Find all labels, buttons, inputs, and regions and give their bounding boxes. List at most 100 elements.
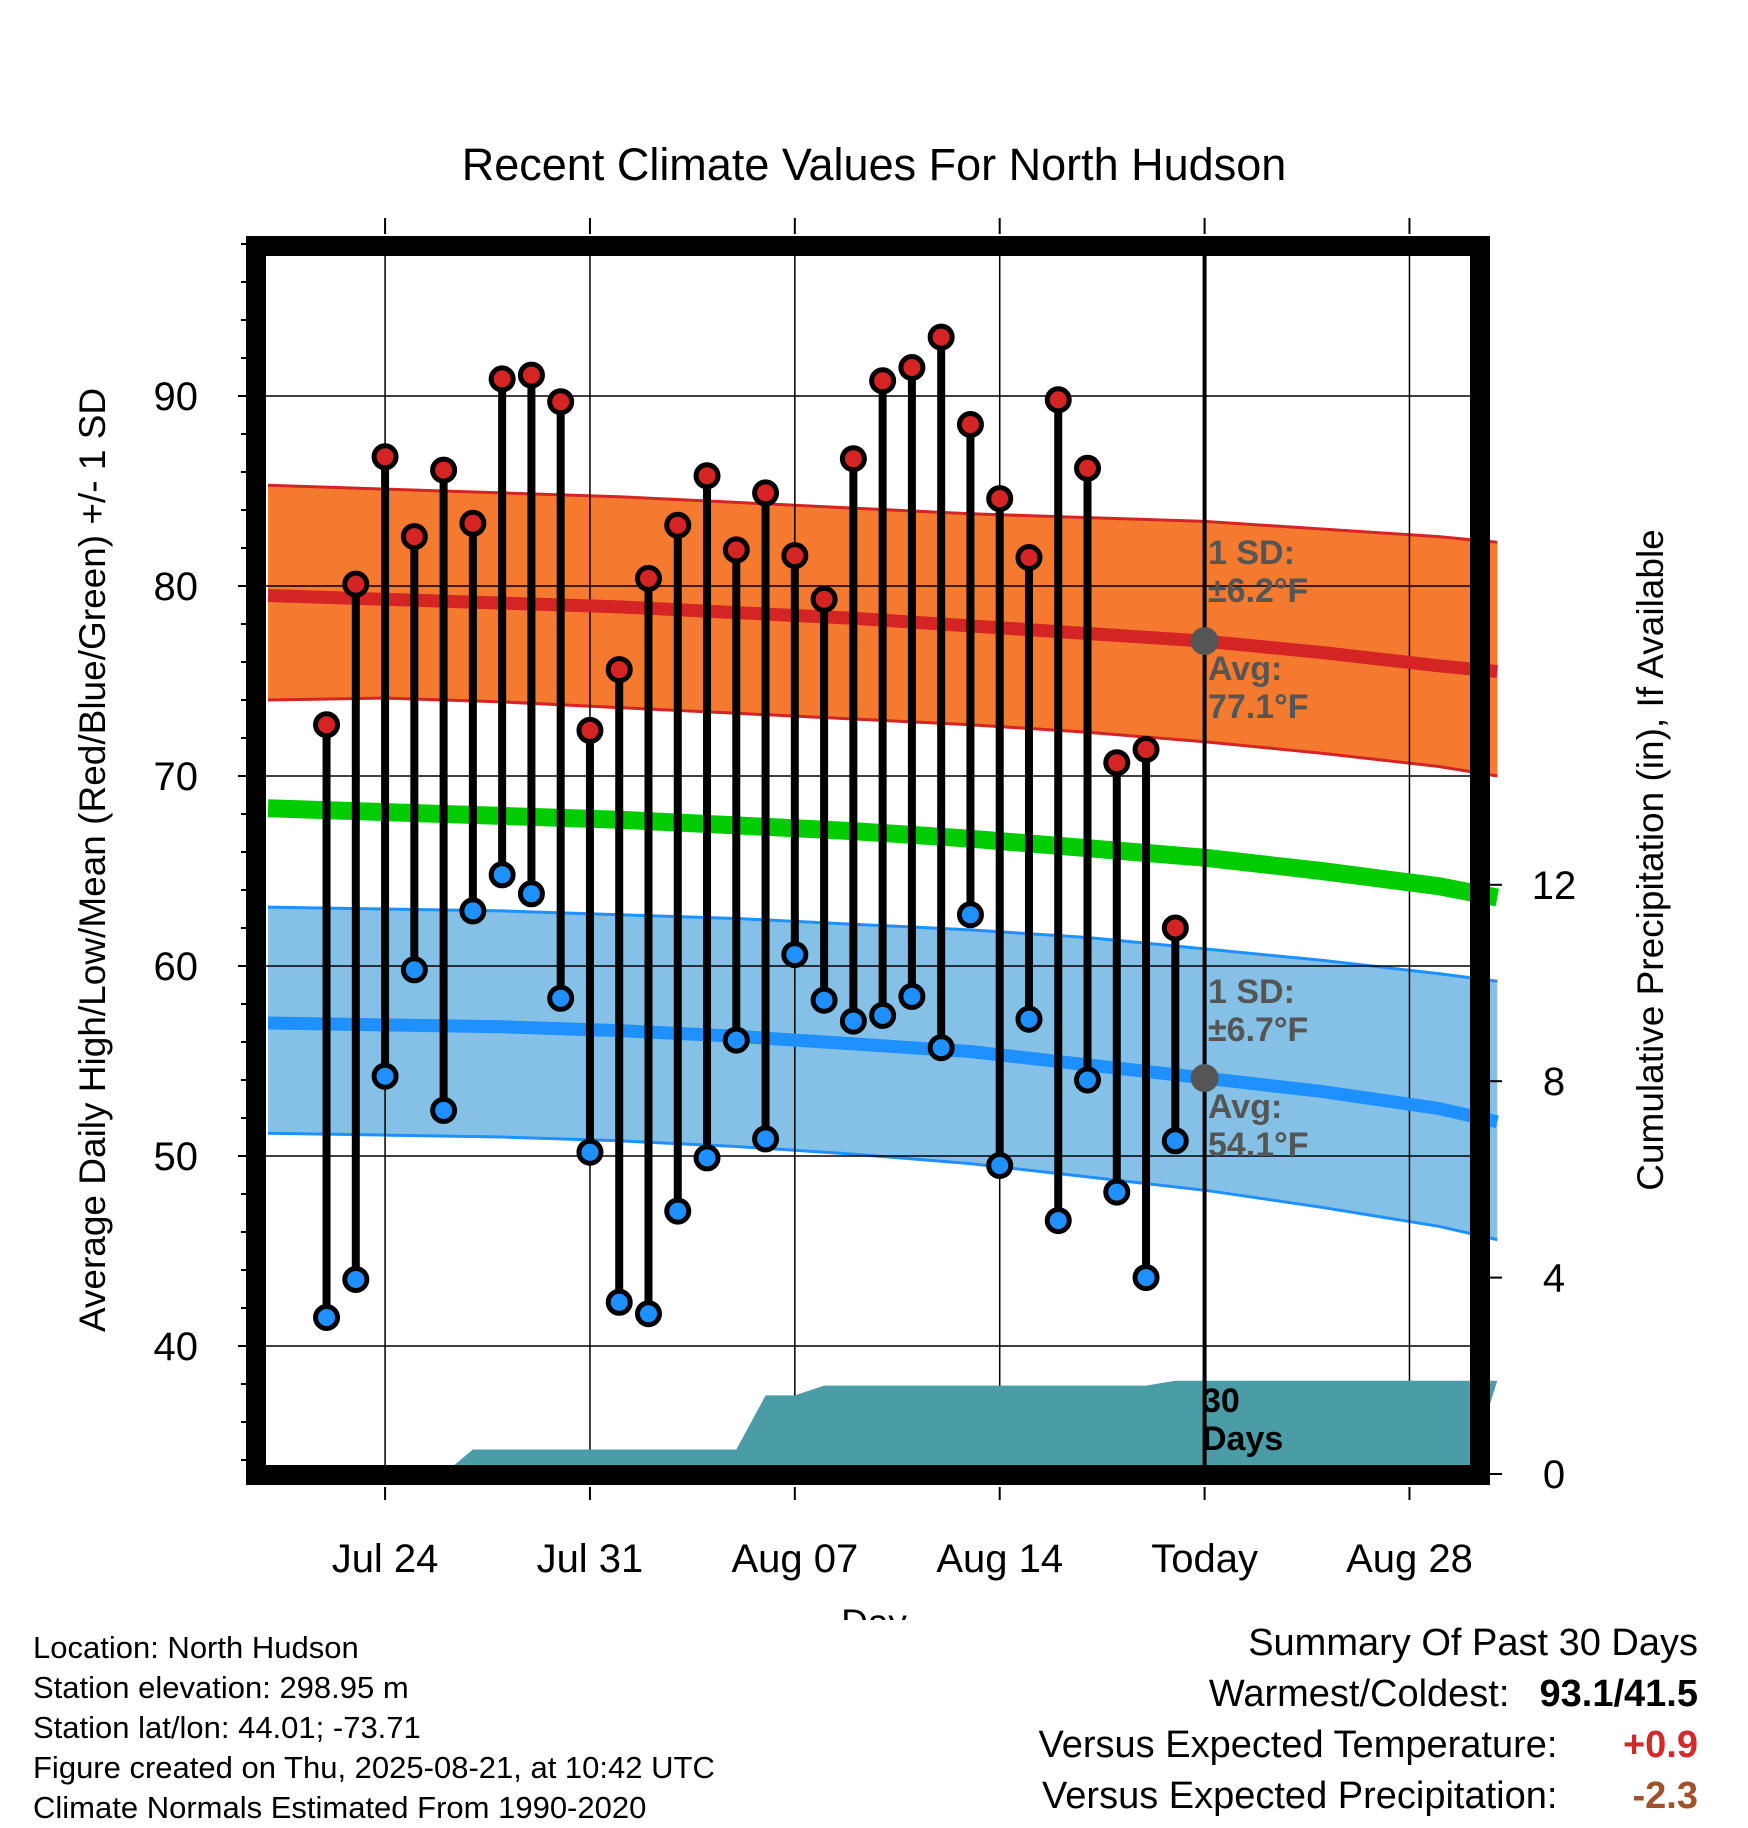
observed-high-point xyxy=(781,542,809,570)
observed-low-point xyxy=(1015,1005,1043,1033)
observed-high-point xyxy=(371,443,399,471)
observed-low-point xyxy=(371,1062,399,1090)
observed-low-point xyxy=(986,1152,1014,1179)
x-tick-label: Today xyxy=(1151,1537,1258,1581)
temp-row: Versus Expected Temperature: +0.9 xyxy=(1039,1720,1698,1771)
precip-value: -2.3 xyxy=(1632,1775,1698,1817)
y2-tick-label: 0 xyxy=(1543,1453,1565,1497)
y2-axis-label: Cumulative Precipitation (in), If Availa… xyxy=(1630,529,1671,1191)
x-tick-label: Aug 28 xyxy=(1346,1537,1473,1581)
observed-low-point xyxy=(634,1300,662,1328)
observed-high-point xyxy=(1161,914,1189,942)
latlon-text: Station lat/lon: 44.01; -73.71 xyxy=(33,1710,421,1745)
observed-high-point xyxy=(517,361,545,389)
observed-high-point xyxy=(1103,749,1131,777)
warm-cold-value: 93.1/41.5 xyxy=(1539,1673,1698,1715)
summary-title: Summary Of Past 30 Days xyxy=(1248,1622,1698,1664)
y-tick-label: 90 xyxy=(154,375,199,419)
x-tick-label: Jul 31 xyxy=(537,1537,644,1581)
observed-low-point xyxy=(839,1007,867,1035)
observed-high-point xyxy=(722,536,750,564)
y-tick-label: 50 xyxy=(154,1135,199,1179)
observed-low-point xyxy=(1074,1066,1102,1094)
climate-chart: 1 SD: ±6.2°F Avg: 77.1°F 1 SD: ±6.7°F Avg: 54.1… xyxy=(72,139,1671,1620)
observed-high-point xyxy=(839,445,867,473)
observed-high-point xyxy=(634,564,662,592)
observed-low-point xyxy=(547,984,575,1012)
observed-high-point xyxy=(927,323,955,351)
observed-low-point xyxy=(898,982,926,1010)
observed-high-point xyxy=(898,354,926,381)
precip-label: Versus Expected Precipitation: xyxy=(1042,1775,1558,1817)
observed-high-point xyxy=(1015,544,1043,571)
observed-low-point xyxy=(1161,1127,1189,1155)
high-sd-annotation: 1 SD: ±6.2°F xyxy=(1208,534,1308,610)
observed-high-point xyxy=(459,509,487,537)
y2-tick-label: 8 xyxy=(1543,1060,1565,1104)
observed-high-point xyxy=(547,388,575,416)
high-avg-annotation: Avg: 77.1°F xyxy=(1208,650,1309,726)
observed-high-point xyxy=(956,411,984,438)
observed-low-point xyxy=(781,941,809,969)
observed-low-point xyxy=(459,897,487,925)
observed-low-point xyxy=(430,1096,458,1124)
x-tick-label: Aug 14 xyxy=(936,1537,1063,1581)
created-text: Figure created on Thu, 2025-08-21, at 10… xyxy=(33,1750,715,1785)
y-tick-label: 80 xyxy=(154,565,199,609)
temp-value: +0.9 xyxy=(1622,1724,1698,1766)
observed-high-point xyxy=(605,656,633,684)
low-avg-annotation: Avg: 54.1°F xyxy=(1208,1088,1309,1164)
x-tick-label: Jul 24 xyxy=(332,1537,439,1581)
observed-low-point xyxy=(722,1026,750,1054)
observed-low-point xyxy=(869,1001,897,1029)
low-sd-annotation: 1 SD: ±6.7°F xyxy=(1208,973,1308,1049)
elevation-text: Station elevation: 298.95 m xyxy=(33,1670,409,1705)
period-annotation: 30 Days xyxy=(1202,1382,1283,1458)
observed-low-point xyxy=(927,1034,955,1062)
observed-high-point xyxy=(752,479,780,507)
x-tick-label: Aug 07 xyxy=(731,1537,858,1581)
observed-low-point xyxy=(576,1138,604,1166)
observed-low-point xyxy=(1103,1178,1131,1206)
chart-title: Recent Climate Values For North Hudson xyxy=(462,139,1287,190)
x-axis-label: Day xyxy=(841,1602,907,1620)
observed-low-point xyxy=(810,986,838,1014)
location-text: Location: North Hudson xyxy=(33,1630,359,1665)
y-axis-label: Average Daily High/Low/Mean (Red/Blue/Gr… xyxy=(72,388,113,1332)
observed-high-point xyxy=(810,585,838,613)
precip-row: Versus Expected Precipitation: -2.3 xyxy=(1039,1771,1698,1822)
observed-low-point xyxy=(488,861,516,889)
observed-low-point xyxy=(313,1304,341,1331)
observed-high-point xyxy=(664,511,692,539)
y2-tick-label: 4 xyxy=(1543,1257,1565,1301)
observed-low-point xyxy=(1044,1207,1072,1235)
observed-high-point xyxy=(1044,386,1072,414)
summary-panel: Summary Of Past 30 Days Warmest/Coldest:… xyxy=(1039,1618,1698,1822)
plot-frame xyxy=(246,236,1490,1485)
observed-high-point xyxy=(1132,735,1160,763)
observed-low-point xyxy=(664,1197,692,1225)
warm-cold-label: Warmest/Coldest: xyxy=(1208,1673,1510,1715)
observed-high-point xyxy=(313,711,341,739)
temp-label: Versus Expected Temperature: xyxy=(1038,1724,1558,1766)
observed-low-point xyxy=(517,880,545,908)
observed-high-point xyxy=(488,365,516,393)
observed-low-point xyxy=(342,1266,370,1293)
today-high-normal-marker xyxy=(1190,627,1219,656)
warm-cold-row: Warmest/Coldest: 93.1/41.5 xyxy=(1039,1669,1698,1720)
observed-high-point xyxy=(1074,454,1102,482)
y-tick-label: 60 xyxy=(154,945,199,989)
observed-low-point xyxy=(605,1288,633,1316)
precip-area xyxy=(268,1380,1498,1474)
normals-text: Climate Normals Estimated From 1990-2020 xyxy=(33,1790,647,1825)
low-normal-line xyxy=(267,1016,1499,1129)
station-info: Location: North Hudson Station elevation… xyxy=(33,1628,715,1828)
y2-tick-label: 12 xyxy=(1532,864,1577,908)
y-tick-label: 40 xyxy=(154,1325,199,1369)
y-tick-label: 70 xyxy=(154,755,199,799)
observed-high-point xyxy=(430,456,458,484)
today-low-normal-marker xyxy=(1190,1064,1219,1093)
observed-low-point xyxy=(400,956,428,984)
observed-low-point xyxy=(1132,1264,1160,1292)
observed-high-point xyxy=(986,485,1014,513)
